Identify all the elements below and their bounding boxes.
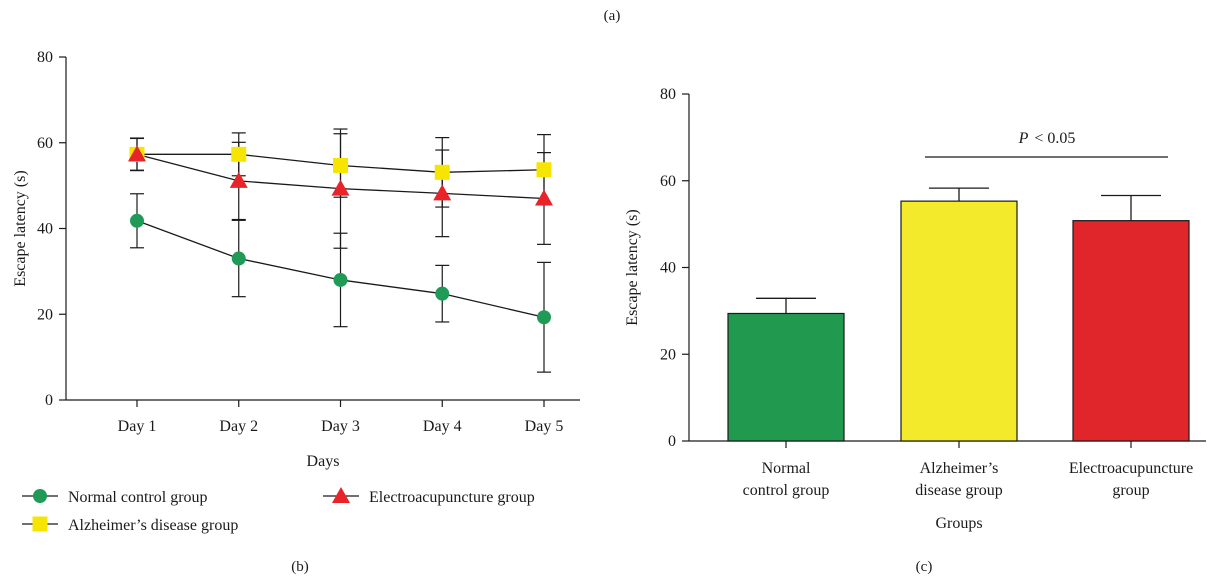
x-tick-label: Day 5: [525, 418, 564, 435]
legend-label: Alzheimer’s disease group: [68, 517, 238, 534]
line-chart-escape-latency-by-day: 0 20 40 60 80 Day 1 Day 2 Day 3 Day 4 Day 5 Days Es…: [12, 49, 580, 534]
y-tick-label: 60: [660, 173, 676, 190]
x-tick-label: Day 3: [321, 418, 360, 435]
y-tick-label: 0: [668, 433, 676, 450]
legend-marker: [33, 489, 47, 503]
data-point: [229, 171, 248, 188]
panel-label-a: (a): [604, 8, 621, 24]
x-tick-label: Alzheimer’s: [920, 460, 999, 477]
data-point: [433, 184, 452, 201]
panel-label-c: (c): [916, 559, 933, 575]
y-axis-title: Escape latency (s): [624, 209, 641, 325]
x-tick-label: Day 2: [219, 418, 258, 435]
significance-annotation: P < 0.05: [1018, 130, 1076, 147]
y-tick-label: 20: [37, 306, 53, 323]
data-point: [231, 146, 247, 162]
data-point: [130, 213, 144, 228]
y-axis-title: Escape latency (s): [12, 170, 29, 286]
y-tick-label: 20: [660, 346, 676, 363]
data-point: [331, 179, 350, 196]
data-point: [333, 272, 348, 287]
y-tick-label: 40: [37, 221, 53, 238]
legend-marker: [332, 487, 350, 503]
x-tick-label: control group: [743, 482, 830, 499]
x-axis-title: Groups: [935, 515, 982, 532]
bar-2: [1072, 220, 1190, 442]
x-tick-label: Electroacupuncture: [1069, 460, 1193, 477]
x-tick-label: Day 1: [118, 418, 157, 435]
data-point: [536, 162, 552, 178]
legend-marker: [32, 516, 48, 532]
data-point: [128, 145, 146, 162]
legend-label: Normal control group: [68, 489, 208, 506]
panel-label-b: (b): [291, 559, 309, 575]
data-point: [435, 286, 450, 301]
data-point: [231, 251, 246, 266]
y-tick-label: 40: [660, 260, 676, 277]
x-tick-label: disease group: [915, 482, 1003, 499]
bar-1: [900, 200, 1018, 442]
bar-chart-escape-latency-by-group: 0 20 40 60 80 Escape latency (s) Normal control…: [624, 86, 1206, 532]
data-point: [537, 310, 551, 325]
data-point: [535, 189, 553, 206]
x-axis-title: Days: [307, 453, 340, 470]
y-tick-label: 60: [37, 135, 53, 152]
x-tick-label: group: [1112, 482, 1149, 499]
x-tick-label: Normal: [762, 460, 811, 477]
x-tick-label: Day 4: [423, 418, 462, 435]
y-tick-label: 80: [660, 86, 676, 103]
data-point: [333, 157, 348, 173]
y-tick-label: 0: [45, 392, 53, 409]
legend-label: Electroacupuncture group: [369, 489, 535, 506]
data-point: [434, 164, 450, 180]
significance-p: P: [1018, 130, 1029, 147]
y-tick-label: 80: [37, 49, 53, 66]
significance-value: < 0.05: [1034, 130, 1075, 147]
bar-0: [727, 312, 845, 442]
